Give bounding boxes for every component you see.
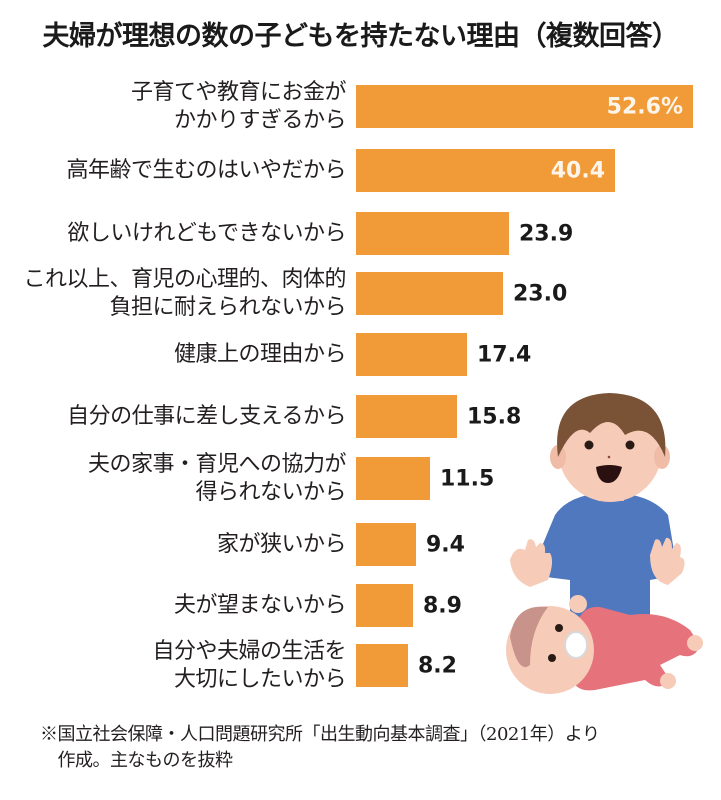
bar-value: 40.4 (550, 158, 605, 183)
bar-label: 子育てや教育にお金が かかりすぎるから (130, 80, 347, 133)
bar-label: 夫が望まないから (173, 593, 347, 618)
bar-label: これ以上、育児の心理的、肉体的 負担に耐えられないから (23, 267, 346, 320)
boy-and-baby-illustration (500, 375, 721, 705)
bar-value: 9.4 (426, 532, 465, 558)
bar (356, 395, 457, 438)
bar (356, 523, 416, 566)
bar-label: 欲しいけれどもできないから (67, 221, 346, 246)
chart-row: 自分の仕事に差し支えるから 15.8 (0, 395, 721, 439)
bar-value: 15.8 (467, 404, 522, 430)
bar (356, 272, 503, 315)
bar-value: 17.4 (477, 342, 532, 368)
chart-title: 夫婦が理想の数の子どもを持たない理由（複数回答） (42, 21, 680, 52)
bar: 52.6% (356, 85, 693, 128)
bar-label: 健康上の理由から (173, 342, 347, 367)
bar-value: 23.9 (519, 221, 574, 247)
chart-row: 夫が望まないから 8.9 (0, 584, 721, 628)
bar (356, 333, 467, 376)
bar-label: 自分や夫婦の生活を 大切にしたいから (152, 639, 346, 692)
chart-row: 高年齢で生むのはいやだから 40.4 (0, 149, 721, 193)
bar-value: 23.0 (513, 281, 568, 307)
chart-row: 欲しいけれどもできないから 23.9 (0, 212, 721, 256)
bar-label: 自分の仕事に差し支えるから (67, 404, 346, 429)
chart-row: 健康上の理由から 17.4 (0, 333, 721, 377)
bar-value: 11.5 (440, 466, 495, 492)
chart-row: 子育てや教育にお金が かかりすぎるから 52.6% (0, 80, 721, 133)
bar: 40.4 (356, 149, 615, 192)
bar-label: 家が狭いから (216, 532, 347, 557)
chart-row: これ以上、育児の心理的、肉体的 負担に耐えられないから 23.0 (0, 267, 721, 320)
chart-row: 夫の家事・育児への協力が 得られないから 11.5 (0, 452, 721, 505)
bar-value: 8.9 (423, 593, 462, 619)
source-note: ※国立社会保障・人口問題研究所「出生動向基本調査」（2021年）より 作成。主な… (40, 724, 600, 771)
bar-value: 52.6% (606, 94, 683, 119)
bar (356, 644, 408, 687)
bar-value: 8.2 (418, 653, 457, 679)
bar (356, 457, 430, 500)
chart-row: 家が狭いから 9.4 (0, 523, 721, 567)
bar-label: 高年齢で生むのはいやだから (66, 158, 346, 183)
bar-label: 夫の家事・育児への協力が 得られないから (87, 452, 347, 505)
bar (356, 584, 413, 627)
bar (356, 212, 509, 255)
chart-row: 自分や夫婦の生活を 大切にしたいから 8.2 (0, 639, 721, 692)
